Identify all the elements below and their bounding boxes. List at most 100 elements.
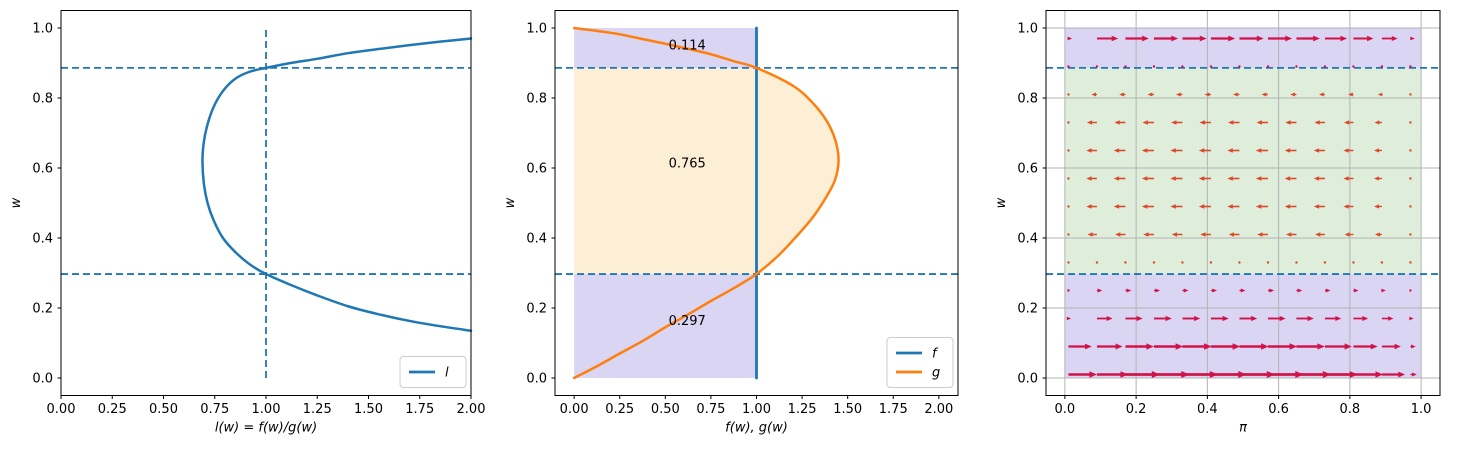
quiver-arrowhead — [1086, 176, 1092, 181]
quiver-dot — [1409, 261, 1412, 264]
quiver-arrowhead — [1344, 232, 1350, 237]
y-tick-label: 0.6 — [32, 162, 53, 177]
y-tick-label: 0.6 — [1017, 162, 1038, 177]
quiver-arrowhead — [1170, 204, 1176, 209]
quiver-arrowhead — [1240, 288, 1246, 293]
quiver-arrowhead — [1340, 35, 1348, 42]
area-value-label: 0.297 — [669, 314, 706, 329]
quiver-arrowhead — [1086, 120, 1093, 125]
x-tick-label: 0.25 — [605, 402, 634, 417]
quiver-arrowhead — [1261, 92, 1267, 97]
quiver-arrowhead — [1411, 344, 1416, 349]
quiver-arrowhead — [1261, 343, 1269, 350]
x-tick-label: 1.75 — [405, 402, 434, 417]
legend-label-f: f — [932, 347, 939, 362]
y-tick-label: 0.8 — [526, 92, 547, 107]
quiver-dot — [1067, 149, 1070, 152]
x-tick-label: 1.25 — [788, 402, 817, 417]
y-tick-label: 0.0 — [1017, 372, 1038, 387]
x-tick-label: 1.75 — [879, 402, 908, 417]
quiver-arrowhead — [1222, 315, 1229, 322]
quiver-arrowhead — [1091, 92, 1096, 97]
y-tick-label: 0.2 — [1017, 302, 1038, 317]
quiver-arrowhead — [1198, 204, 1205, 209]
quiver-arrowhead — [1227, 204, 1233, 209]
quiver-arrowhead — [1171, 120, 1177, 125]
quiver-arrowhead — [1146, 343, 1154, 350]
x-axis-label: π — [1239, 421, 1247, 436]
y-tick-label: 0.4 — [1017, 232, 1038, 247]
quiver-arrowhead — [1394, 343, 1401, 350]
quiver-arrowhead — [1285, 35, 1293, 42]
x-tick-label: 1.00 — [742, 402, 771, 417]
quiver-arrowhead — [1198, 148, 1205, 153]
quiver-arrowhead — [1115, 232, 1121, 237]
quiver-arrowhead — [1286, 232, 1292, 237]
quiver-dot — [1266, 65, 1270, 68]
quiver-arrowhead — [1066, 316, 1072, 321]
quiver-arrowhead — [1375, 371, 1383, 378]
quiver-arrowhead — [1343, 204, 1349, 209]
quiver-arrowhead — [1256, 120, 1262, 125]
region-high — [1064, 28, 1422, 68]
quiver-arrowhead — [1126, 288, 1132, 293]
curve-l — [201, 37, 473, 332]
quiver-arrowhead — [1255, 148, 1262, 153]
quiver-arrowhead — [1335, 316, 1342, 321]
quiver-arrowhead — [1113, 204, 1120, 209]
quiver-dot — [1352, 65, 1355, 68]
quiver-arrowhead — [1285, 120, 1291, 125]
y-axis-label: w — [503, 197, 518, 208]
quiver-arrowhead — [1314, 120, 1320, 125]
quiver-dot — [1067, 93, 1070, 96]
quiver-dot — [1409, 93, 1412, 96]
quiver-arrowhead — [1233, 92, 1238, 97]
plot-f-g-densities: 0.114 0.765 0.297 0.00 0.25 0.50 0.75 1.00 1.25 1… — [503, 10, 959, 436]
area-value-label: 0.114 — [669, 38, 706, 53]
quiver-arrowhead — [1200, 232, 1206, 237]
quiver-arrowhead — [1343, 148, 1349, 153]
quiver-arrowhead — [1097, 288, 1103, 293]
quiver-arrowhead — [1374, 176, 1379, 181]
quiver-arrowhead — [1142, 35, 1149, 42]
quiver-dot — [1095, 65, 1099, 68]
quiver-arrowhead — [1155, 288, 1160, 293]
quiver-dot — [1266, 261, 1270, 264]
quiver-arrowhead — [1227, 176, 1233, 181]
quiver-arrowhead — [1313, 204, 1320, 209]
x-tick-label: 1.0 — [1411, 402, 1432, 417]
quiver-dot — [1124, 261, 1127, 264]
y-tick-label: 1.0 — [526, 22, 547, 37]
x-axis-label: f(w), g(w) — [725, 421, 788, 436]
x-tick-label: 0.50 — [149, 402, 178, 417]
quiver-arrowhead — [1388, 316, 1394, 321]
y-tick-label: 0.6 — [526, 162, 547, 177]
quiver-arrowhead — [1142, 120, 1148, 125]
quiver-arrowhead — [1374, 204, 1379, 209]
quiver-arrowhead — [1307, 315, 1314, 322]
quiver-arrowhead — [1198, 176, 1205, 181]
quiver-arrowhead — [1315, 232, 1321, 237]
quiver-dot — [1409, 121, 1412, 124]
quiver-arrowhead — [1170, 176, 1176, 181]
quiver-arrowhead — [1297, 288, 1303, 293]
quiver-dot — [1238, 65, 1241, 68]
region-mid — [1064, 67, 1422, 275]
quiver-arrowhead — [1067, 36, 1073, 41]
quiver-arrowhead — [1111, 35, 1119, 42]
quiver-arrowhead — [1199, 120, 1205, 125]
x-tick-label: 1.50 — [354, 402, 383, 417]
quiver-dot — [1067, 121, 1070, 124]
quiver-arrowhead — [1170, 148, 1176, 153]
quiver-dot — [1152, 261, 1156, 264]
area-value-label: 0.765 — [669, 156, 706, 171]
quiver-arrowhead — [1362, 316, 1369, 321]
x-tick-label: 2.00 — [457, 402, 486, 417]
x-axis-label: l(w) = f(w)/g(w) — [215, 421, 317, 436]
y-tick-label: 0.2 — [32, 302, 53, 317]
quiver-arrowhead — [1232, 343, 1241, 350]
quiver-dot — [1124, 65, 1127, 68]
quiver-arrowhead — [1171, 232, 1177, 237]
axes-frame — [1045, 10, 1441, 396]
